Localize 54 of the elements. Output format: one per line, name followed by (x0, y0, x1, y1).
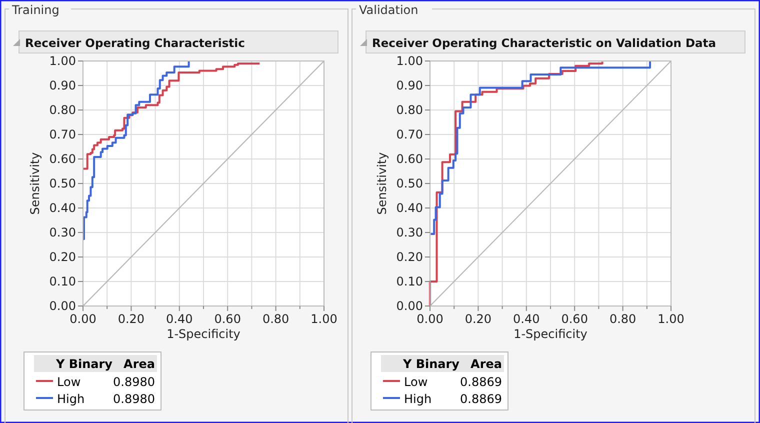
y-tick-label: 0.10 (49, 274, 76, 288)
y-tick-label: 0.70 (396, 128, 423, 142)
y-tick-label: 0.40 (49, 201, 76, 215)
y-tick-label: 0.60 (396, 152, 423, 166)
y-tick-label: 0.30 (49, 226, 76, 240)
y-tick-label: 1.00 (49, 54, 76, 68)
legend-label: Low (57, 375, 81, 389)
text: 0.8980 (113, 375, 155, 389)
legend-title: Y Binary (402, 357, 460, 371)
text: 0.8869 (460, 375, 502, 389)
x-tick-label: 0.20 (464, 312, 492, 326)
y-tick-label: 0.60 (49, 152, 76, 166)
legend-label: High (404, 392, 432, 406)
y-tick-label: 0.20 (49, 250, 76, 264)
x-axis-title: 1-Specificity (514, 327, 588, 341)
legend-title: Y Binary (55, 357, 113, 371)
chart-title: Training (11, 3, 60, 17)
x-tick-label: 0.40 (513, 312, 540, 326)
y-tick-label: 0.00 (396, 299, 423, 313)
y-tick-label: 0.80 (49, 103, 76, 117)
text: 0.8869 (460, 392, 502, 406)
y-tick-label: 0.40 (396, 201, 423, 215)
y-axis-title: Sensitivity (28, 152, 42, 215)
text: Area (470, 357, 502, 371)
x-tick-label: 0.60 (561, 312, 588, 326)
x-tick-label: 0.00 (416, 312, 444, 326)
y-tick-label: 0.80 (396, 103, 423, 117)
chart-title: Validation (359, 3, 418, 17)
x-tick-label: 1.00 (310, 312, 338, 326)
text: Area (124, 357, 155, 371)
y-tick-label: 1.00 (396, 54, 423, 68)
x-tick-label: 1.00 (658, 312, 684, 326)
chart-subtitle: Receiver Operating Characteristic (25, 36, 246, 50)
x-tick-label: 0.60 (214, 312, 241, 326)
legend-label: High (57, 392, 85, 406)
x-tick-label: 0.80 (609, 312, 636, 326)
y-tick-label: 0.50 (396, 176, 423, 190)
y-tick-label: 0.90 (396, 78, 423, 92)
x-tick-label: 0.40 (166, 312, 193, 326)
chart-subtitle: Receiver Operating Characteristic on Validation Data (372, 36, 716, 50)
x-axis-title: 1-Specificity (166, 327, 240, 341)
x-tick-label: 0.00 (70, 312, 96, 326)
text: 0.8980 (113, 392, 155, 406)
y-tick-label: 0.70 (49, 128, 76, 142)
y-tick-label: 0.00 (49, 299, 76, 313)
y-axis-title: Sensitivity (375, 152, 389, 215)
y-tick-label: 0.20 (396, 250, 423, 264)
x-tick-label: 0.80 (262, 312, 290, 326)
x-tick-label: 0.20 (118, 312, 145, 326)
y-tick-label: 0.50 (49, 176, 76, 190)
legend-label: Low (404, 375, 428, 389)
y-tick-label: 0.30 (396, 226, 423, 240)
y-tick-label: 0.10 (396, 274, 423, 288)
y-tick-label: 0.90 (49, 78, 76, 92)
